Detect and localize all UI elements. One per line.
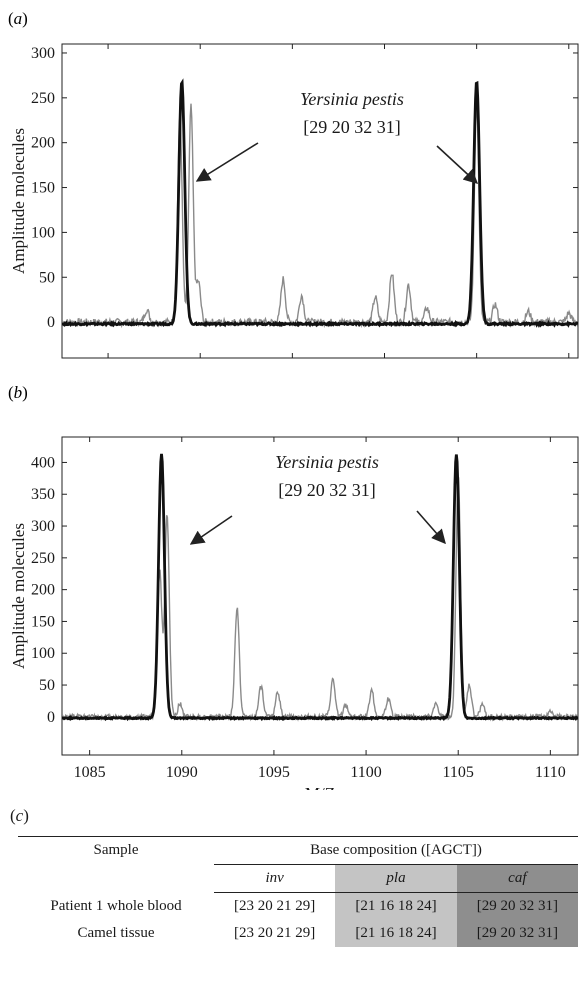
y-tick-label: 50 [39, 269, 55, 286]
x-tick-label: 1105 [443, 764, 474, 781]
gene-inv: inv [214, 864, 336, 893]
x-tick-label: 1100 [369, 367, 400, 368]
plot-area-b: 0 50 100 150 200 250 300 350 400 1085 1090 1095 1100… [9, 436, 579, 790]
y-tick-label: 200 [31, 582, 55, 599]
annotation-composition: [29 20 32 31] [303, 117, 401, 137]
y-tick-label: 50 [39, 677, 55, 694]
composition-caf: [29 20 32 31] [456, 892, 578, 920]
gene-row-spacer [18, 865, 214, 893]
y-axis-title: Amplitude molecules [9, 128, 28, 274]
x-tick-label: 1105 [461, 367, 492, 368]
panel-label-a: (a) [8, 9, 28, 28]
model-spectrum-line [62, 78, 578, 329]
gene-pla: pla [335, 864, 457, 893]
y-tick-label: 300 [31, 518, 55, 535]
composition-pla: [21 16 18 24] [335, 920, 457, 947]
chart-a: (a) 0 50 100 150 200 250 300 1085 1090 1095 1100 11… [8, 9, 584, 368]
header-sample: Sample [93, 842, 139, 859]
x-tick-label: 1090 [184, 367, 216, 368]
y-tick-label: 200 [31, 135, 55, 152]
y-tick-label: 0 [47, 709, 55, 726]
y-tick-label: 150 [31, 613, 55, 630]
x-tick-label: 1095 [258, 764, 290, 781]
table-header-row: Sample Base composition ([AGCT]) [18, 836, 578, 865]
sample-name: Patient 1 whole blood [50, 897, 182, 914]
composition-inv: [23 20 21 29] [234, 898, 316, 914]
y-tick-label: 250 [31, 550, 55, 567]
y-tick-label: 350 [31, 486, 55, 503]
arrow-right-peak [436, 145, 479, 184]
arrow-right-peak [416, 510, 446, 545]
panel-label-c: (c) [10, 806, 29, 825]
x-tick-label: 1085 [92, 367, 124, 368]
plot-frame [61, 436, 579, 756]
model-spectrum-line [62, 453, 578, 722]
plot-frame [61, 43, 579, 359]
composition-caf: [29 20 32 31] [456, 920, 578, 947]
composition-pla: [21 16 18 24] [335, 892, 457, 920]
table-gene-row: inv pla caf [18, 864, 578, 893]
x-tick-label: 1090 [166, 764, 198, 781]
arrow-left-peak [195, 142, 259, 182]
y-tick-label: 100 [31, 224, 55, 241]
annotation-species: Yersinia pestis [300, 89, 404, 109]
x-axis-title: M/Z [305, 784, 335, 790]
chart-b: (b) 0 50 100 150 200 250 300 350 400 1085 1090 1095… [8, 383, 579, 790]
y-axis-title: Amplitude molecules [9, 523, 28, 669]
table-panel-c: (c) Sample Base composition ([AGCT]) inv… [0, 806, 586, 984]
x-tick-label: 1095 [276, 367, 308, 368]
y-tick-label: 100 [31, 645, 55, 662]
base-composition-table: Sample Base composition ([AGCT]) inv pla… [18, 836, 578, 947]
table-row: Patient 1 whole blood [23 20 21 29] [21 … [18, 892, 578, 920]
sample-name: Camel tissue [77, 925, 155, 941]
y-tick-label: 300 [31, 45, 55, 62]
header-composition: Base composition ([AGCT]) [214, 836, 578, 865]
x-tick-label: 1110 [535, 764, 566, 781]
composition-inv: [23 20 21 29] [234, 925, 316, 941]
y-tick-label: 400 [31, 454, 55, 471]
measured-spectrum-line [62, 477, 578, 722]
y-tick-label: 150 [31, 180, 55, 197]
annotation-composition: [29 20 32 31] [278, 480, 376, 500]
gene-caf: caf [456, 864, 578, 893]
x-tick-label: 1085 [74, 764, 106, 781]
y-tick-label: 0 [47, 314, 55, 331]
x-tick-label: 1110 [553, 367, 584, 368]
y-tick-label: 250 [31, 90, 55, 107]
x-tick-label: 1100 [350, 764, 381, 781]
plot-area-a: 0 50 100 150 200 250 300 1085 1090 1095 1100 1105 11… [9, 43, 584, 368]
table-row: Camel tissue [23 20 21 29] [21 16 18 24]… [18, 920, 578, 947]
panel-label-b: (b) [8, 383, 28, 402]
annotation-species: Yersinia pestis [275, 452, 379, 472]
arrow-left-peak [189, 515, 233, 545]
